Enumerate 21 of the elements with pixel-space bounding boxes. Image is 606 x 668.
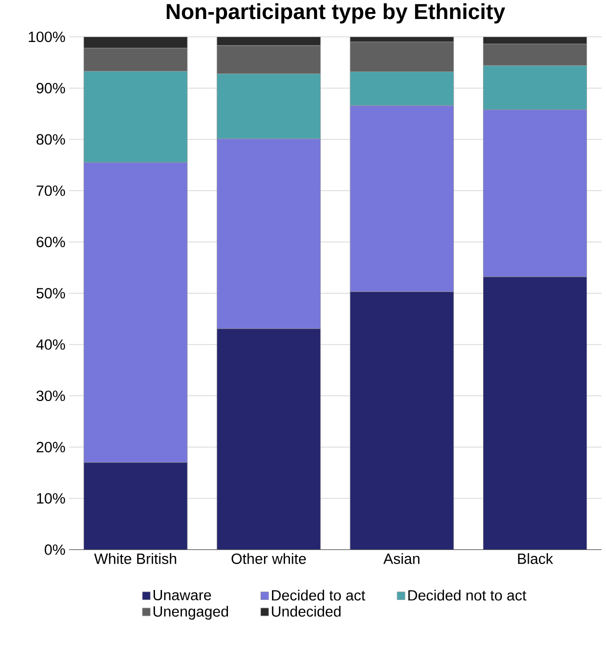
y-tick-label: 80%	[36, 134, 65, 145]
legend-label: Decided to act	[272, 590, 365, 601]
chart-title: Non-participant type by Ethnicity	[166, 3, 505, 24]
legend-label: Unengaged	[153, 606, 228, 620]
y-tick-label: 60%	[36, 236, 65, 248]
x-tick-label: Black	[518, 553, 553, 564]
y-tick-label: 70%	[36, 185, 65, 196]
x-tick-label: Other white	[231, 553, 306, 564]
x-tick-label: Asian	[383, 553, 420, 564]
y-tick-label: 30%	[36, 390, 65, 402]
y-tick-label: 50%	[36, 288, 65, 298]
y-tick-label: 40%	[36, 339, 65, 350]
y-tick-label: 0%	[44, 544, 65, 555]
x-tick-label: White British	[94, 553, 176, 564]
legend-label: Undecided	[272, 606, 340, 617]
y-tick-label: 90%	[36, 82, 65, 94]
legend-label: Decided not to act	[408, 590, 526, 601]
y-tick-label: 20%	[36, 442, 65, 452]
y-tick-label: 10%	[36, 493, 65, 504]
y-tick-label: 100%	[28, 32, 65, 42]
legend-label: Unaware	[153, 590, 211, 600]
